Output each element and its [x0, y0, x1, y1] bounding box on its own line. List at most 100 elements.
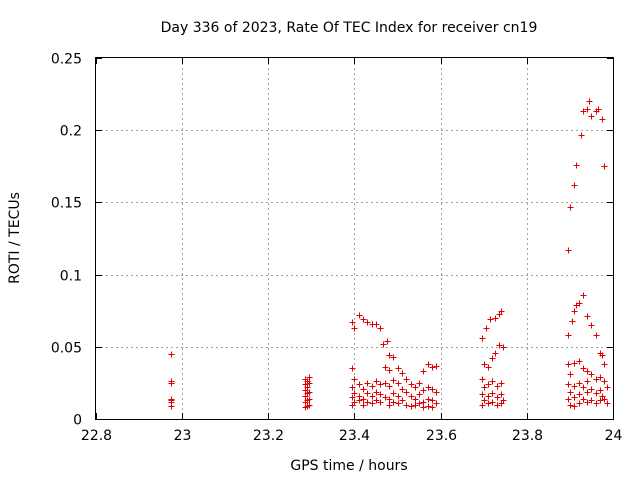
data-point — [571, 403, 578, 410]
x-tick-label: 24 — [605, 428, 623, 444]
data-point — [306, 374, 313, 381]
data-point — [373, 397, 380, 404]
data-point — [168, 403, 175, 410]
data-point — [481, 361, 488, 368]
x-tick-label: 23.8 — [512, 428, 543, 444]
data-point — [595, 106, 602, 113]
data-point — [420, 368, 427, 375]
data-point — [373, 321, 380, 328]
data-point — [584, 368, 591, 375]
data-point — [349, 319, 356, 326]
data-point — [364, 319, 371, 326]
data-point — [412, 384, 419, 391]
data-point — [433, 400, 440, 407]
data-point — [567, 402, 574, 409]
data-point — [494, 383, 501, 390]
x-tick-label: 23.4 — [339, 428, 370, 444]
data-point — [429, 404, 436, 411]
data-point — [168, 380, 175, 387]
data-point — [599, 352, 606, 359]
y-tick-label: 0.15 — [51, 196, 82, 212]
data-point — [425, 396, 432, 403]
data-point — [390, 399, 397, 406]
data-point — [349, 384, 356, 391]
data-point — [496, 342, 503, 349]
data-point — [351, 390, 358, 397]
data-point — [386, 402, 393, 409]
data-point — [304, 384, 311, 391]
data-point — [500, 397, 507, 404]
data-point — [573, 162, 580, 169]
y-axis-ticks: 0 0.05 0.1 0.15 0.2 0.25 — [51, 52, 613, 429]
data-point — [369, 383, 376, 390]
y-tick-label: 0 — [73, 413, 82, 429]
data-point — [485, 400, 492, 407]
data-point — [377, 399, 384, 406]
data-point — [565, 396, 572, 403]
data-point — [425, 361, 432, 368]
x-tick-label: 23.2 — [253, 428, 284, 444]
data-point — [377, 325, 384, 332]
y-tick-label: 0.1 — [60, 269, 82, 285]
data-point — [390, 354, 397, 361]
data-point — [588, 397, 595, 404]
data-point — [580, 108, 587, 115]
data-point — [576, 380, 583, 387]
data-point — [498, 308, 505, 315]
chart-title: Day 336 of 2023, Rate Of TEC Index for r… — [161, 20, 538, 36]
plot-frame — [95, 57, 614, 420]
y-tick-label: 0.2 — [60, 124, 82, 140]
data-point — [580, 384, 587, 391]
data-point — [494, 394, 501, 401]
data-point — [420, 404, 427, 411]
data-point — [306, 389, 313, 396]
data-point — [399, 397, 406, 404]
y-tick-label: 0.25 — [51, 52, 82, 68]
data-point — [588, 113, 595, 120]
data-point — [492, 350, 499, 357]
data-point — [500, 344, 507, 351]
data-point — [576, 391, 583, 398]
data-point — [479, 376, 486, 383]
data-point — [386, 383, 393, 390]
data-point — [399, 386, 406, 393]
data-point — [565, 381, 572, 388]
data-point — [408, 381, 415, 388]
data-point — [576, 400, 583, 407]
data-point — [306, 402, 313, 409]
data-point — [408, 403, 415, 410]
x-tick-label: 22.8 — [81, 428, 112, 444]
data-point — [586, 98, 593, 105]
data-point — [597, 387, 604, 394]
data-point — [420, 387, 427, 394]
data-point — [597, 374, 604, 381]
x-tick-label: 23.6 — [426, 428, 457, 444]
data-point — [382, 394, 389, 401]
data-point — [487, 316, 494, 323]
data-point — [571, 308, 578, 315]
data-point — [489, 399, 496, 406]
data-point — [429, 364, 436, 371]
data-point — [382, 364, 389, 371]
data-point — [584, 378, 591, 385]
data-point — [565, 332, 572, 339]
data-point — [489, 355, 496, 362]
data-point — [571, 394, 578, 401]
data-point — [433, 363, 440, 370]
grid — [96, 58, 613, 419]
x-tick-label: 23 — [174, 428, 192, 444]
data-point — [588, 322, 595, 329]
data-point — [306, 396, 313, 403]
data-point — [565, 247, 572, 254]
data-point — [168, 351, 175, 358]
data-point — [485, 381, 492, 388]
data-point — [356, 381, 363, 388]
data-point — [429, 386, 436, 393]
data-points — [168, 98, 611, 411]
data-point — [485, 393, 492, 400]
data-point — [399, 370, 406, 377]
data-point — [395, 400, 402, 407]
data-point — [498, 391, 505, 398]
data-point — [349, 394, 356, 401]
